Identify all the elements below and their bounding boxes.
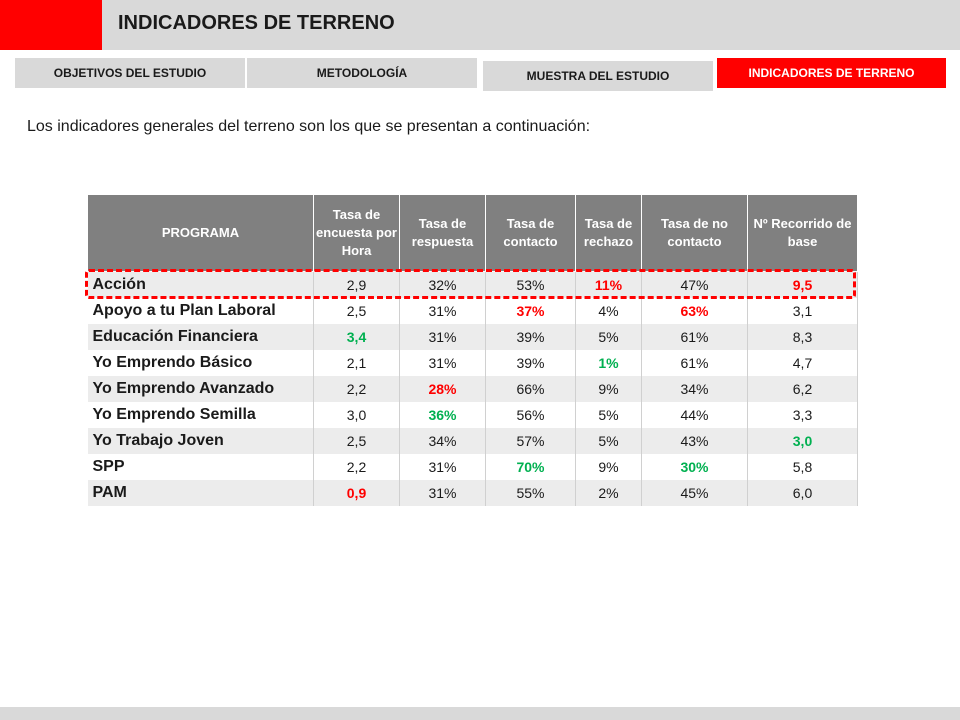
program-name-cell: PAM [87,480,314,506]
value-cell: 43% [641,428,748,454]
value-cell: 3,0 [313,402,400,428]
value-cell: 2,1 [313,350,400,376]
table-row: Yo Emprendo Avanzado 2,2 28% 66% 9% 34% 6,2 [87,376,858,402]
value-cell: 9% [575,376,642,402]
value-cell: 5% [575,324,642,350]
value-cell: 3,3 [747,402,858,428]
value-cell: 1% [575,350,642,376]
value-cell: 6,2 [747,376,858,402]
table-row: Yo Trabajo Joven 2,5 34% 57% 5% 43% 3,0 [87,428,858,454]
column-header: Tasa de encuesta por Hora [313,194,400,272]
value-cell: 39% [485,324,576,350]
value-cell: 31% [399,480,486,506]
value-cell: 61% [641,350,748,376]
value-cell: 2% [575,480,642,506]
value-cell: 47% [641,271,748,298]
value-cell: 11% [575,271,642,298]
value-cell: 2,2 [313,454,400,480]
value-cell: 3,0 [747,428,858,454]
value-cell: 34% [641,376,748,402]
value-cell: 2,2 [313,376,400,402]
tab-indicadores[interactable]: INDICADORES DE TERRENO [717,58,946,88]
column-header: Tasa de rechazo [575,194,642,272]
column-header: Nº Recorrido de base [747,194,858,272]
value-cell: 4,7 [747,350,858,376]
value-cell: 0,9 [313,480,400,506]
intro-text: Los indicadores generales del terreno so… [27,118,591,135]
tab-muestra[interactable]: MUESTRA DEL ESTUDIO [483,61,713,91]
value-cell: 36% [399,402,486,428]
column-header: PROGRAMA [87,194,314,272]
value-cell: 8,3 [747,324,858,350]
value-cell: 61% [641,324,748,350]
value-cell: 53% [485,271,576,298]
program-name-cell: Apoyo a tu Plan Laboral [87,298,314,324]
header-bar [0,0,960,50]
column-header: Tasa de respuesta [399,194,486,272]
program-name-cell: Yo Emprendo Básico [87,350,314,376]
page-title: INDICADORES DE TERRENO [118,12,395,34]
value-cell: 31% [399,454,486,480]
value-cell: 63% [641,298,748,324]
value-cell: 2,5 [313,428,400,454]
value-cell: 9,5 [747,271,858,298]
value-cell: 56% [485,402,576,428]
table-row: Yo Emprendo Básico 2,1 31% 39% 1% 61% 4,7 [87,350,858,376]
indicators-table: PROGRAMA Tasa de encuesta por Hora Tasa … [87,194,858,506]
table-row: PAM 0,9 31% 55% 2% 45% 6,0 [87,480,858,506]
table-row: Acción 2,9 32% 53% 11% 47% 9,5 [87,271,858,298]
value-cell: 66% [485,376,576,402]
value-cell: 55% [485,480,576,506]
program-name-cell: Yo Emprendo Avanzado [87,376,314,402]
value-cell: 57% [485,428,576,454]
tab-objetivos[interactable]: OBJETIVOS DEL ESTUDIO [15,58,245,88]
value-cell: 45% [641,480,748,506]
header-accent-block [0,0,102,50]
value-cell: 39% [485,350,576,376]
value-cell: 2,5 [313,298,400,324]
value-cell: 31% [399,298,486,324]
table-row: SPP 2,2 31% 70% 9% 30% 5,8 [87,454,858,480]
table-row: Apoyo a tu Plan Laboral 2,5 31% 37% 4% 63% 3,1 [87,298,858,324]
value-cell: 6,0 [747,480,858,506]
value-cell: 31% [399,324,486,350]
footer-bar [0,707,960,720]
table-row: Educación Financiera 3,4 31% 39% 5% 61% 8,3 [87,324,858,350]
value-cell: 2,9 [313,271,400,298]
value-cell: 3,1 [747,298,858,324]
value-cell: 5% [575,428,642,454]
value-cell: 37% [485,298,576,324]
value-cell: 34% [399,428,486,454]
program-name-cell: Yo Emprendo Semilla [87,402,314,428]
program-name-cell: Acción [87,271,314,298]
table-header-row: PROGRAMA Tasa de encuesta por Hora Tasa … [87,194,858,272]
tab-metodologia[interactable]: METODOLOGÍA [247,58,477,88]
value-cell: 5,8 [747,454,858,480]
value-cell: 9% [575,454,642,480]
column-header: Tasa de contacto [485,194,576,272]
value-cell: 28% [399,376,486,402]
value-cell: 4% [575,298,642,324]
program-name-cell: Yo Trabajo Joven [87,428,314,454]
value-cell: 5% [575,402,642,428]
value-cell: 31% [399,350,486,376]
value-cell: 3,4 [313,324,400,350]
program-name-cell: SPP [87,454,314,480]
value-cell: 44% [641,402,748,428]
table-row: Yo Emprendo Semilla 3,0 36% 56% 5% 44% 3,3 [87,402,858,428]
program-name-cell: Educación Financiera [87,324,314,350]
value-cell: 30% [641,454,748,480]
value-cell: 70% [485,454,576,480]
value-cell: 32% [399,271,486,298]
column-header: Tasa de no contacto [641,194,748,272]
